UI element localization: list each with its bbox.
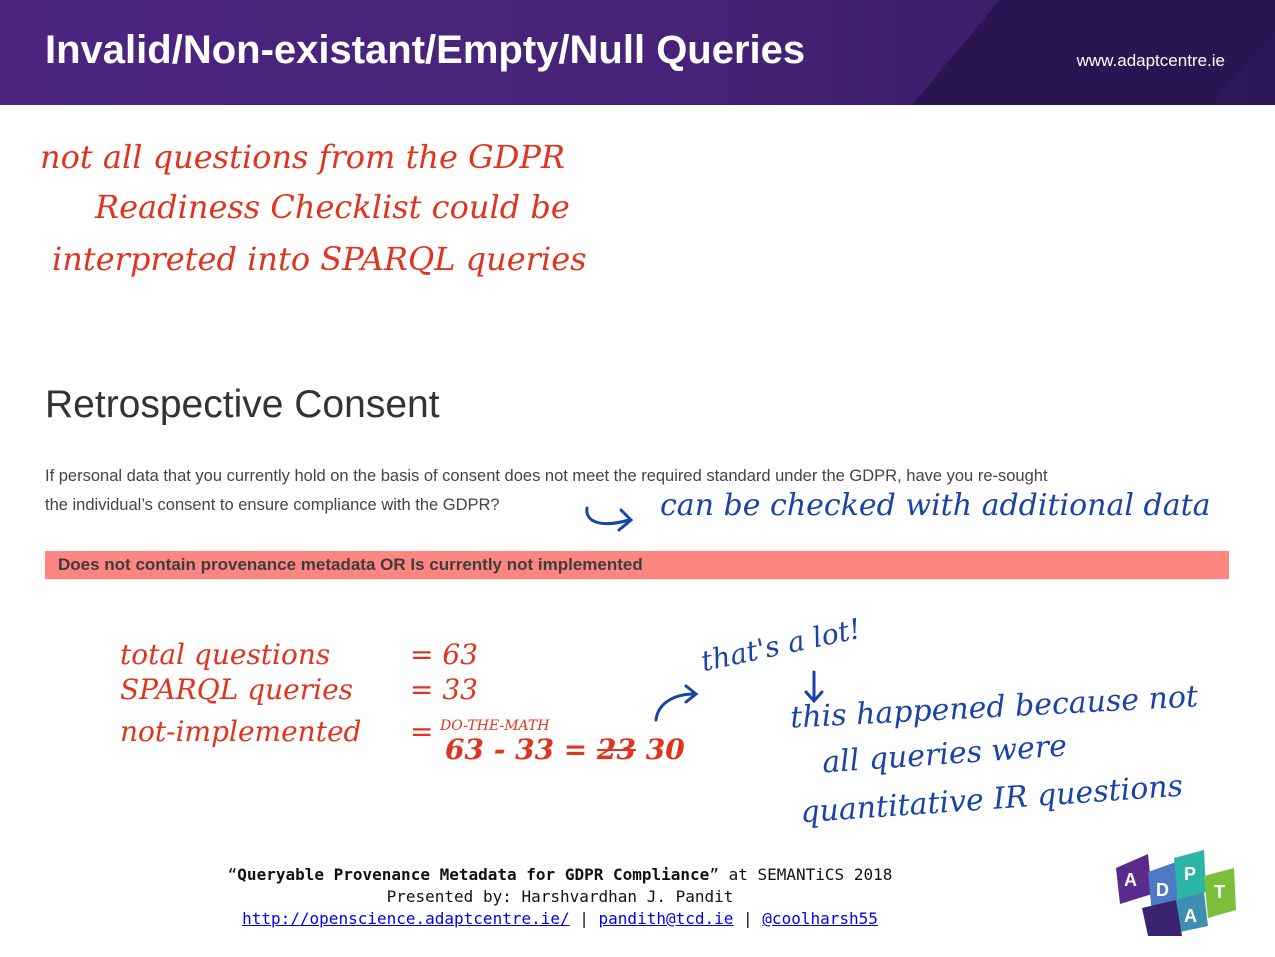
calculation: 63 - 33 = 23 30	[445, 733, 685, 766]
handwritten-note-line-1: not all questions from the GDPR	[40, 138, 565, 176]
adapt-logo: A D A P T	[1116, 850, 1236, 936]
calc-result: 30	[645, 733, 685, 766]
struck-value: 23	[597, 733, 636, 766]
logo-letter: A	[1124, 870, 1137, 890]
slide-header: Invalid/Non-existant/Empty/Null Queries …	[0, 0, 1275, 105]
slide-footer: “Queryable Provenance Metadata for GDPR …	[150, 864, 970, 930]
do-the-math-note: DO-THE-MATH	[440, 718, 550, 734]
venue: at SEMANTiCS 2018	[718, 865, 893, 884]
question-line-1: If personal data that you currently hold…	[45, 467, 1048, 485]
separator: |	[733, 909, 763, 928]
handwritten-note-line-2: Readiness Checklist could be	[95, 188, 570, 226]
blue-note-line-1: this happened because not	[789, 679, 1199, 736]
curved-arrow-icon	[654, 684, 699, 722]
handwritten-annotation: can be checked with additional data	[660, 488, 1211, 523]
total-questions-value: = 63	[410, 638, 478, 671]
thats-a-lot-note: that's a lot!	[698, 612, 864, 678]
status-bar: Does not contain provenance metadata OR …	[45, 551, 1229, 580]
calc-expression: 63 - 33 =	[445, 733, 588, 766]
project-link[interactable]: http://openscience.adaptcentre.ie/	[242, 909, 570, 928]
footer-links: http://openscience.adaptcentre.ie/ | pan…	[150, 908, 970, 930]
site-url: www.adaptcentre.ie	[1076, 51, 1225, 70]
logo-letter: A	[1184, 906, 1197, 926]
email-link[interactable]: pandith@tcd.ie	[598, 909, 734, 928]
logo-letter: T	[1214, 882, 1225, 902]
sparql-queries-label: SPARQL queries	[120, 673, 354, 706]
checklist-question: If personal data that you currently hold…	[45, 462, 1235, 520]
logo-letter: P	[1184, 864, 1196, 884]
question-line-2: the individual’s consent to ensure compl…	[45, 496, 500, 514]
not-implemented-label: not-implemented	[120, 715, 362, 748]
separator: |	[569, 909, 599, 928]
twitter-link[interactable]: @coolharsh55	[762, 909, 878, 928]
sparql-queries-value: = 33	[410, 673, 478, 706]
section-title: Retrospective Consent	[45, 383, 440, 426]
footer-citation: “Queryable Provenance Metadata for GDPR …	[150, 864, 970, 886]
curved-arrow-icon	[585, 506, 634, 532]
status-text: Does not contain provenance metadata OR …	[58, 555, 643, 574]
quote-open: “	[227, 865, 238, 884]
handwritten-note-line-3: interpreted into SPARQL queries	[52, 240, 587, 278]
blue-note-line-2: all queries were	[821, 728, 1068, 781]
paper-title: Queryable Provenance Metadata for GDPR C…	[237, 865, 710, 884]
total-questions-label: total questions	[120, 638, 331, 671]
slide-title: Invalid/Non-existant/Empty/Null Queries	[45, 28, 806, 72]
not-implemented-equals: =	[410, 715, 434, 748]
down-arrow-icon	[804, 670, 824, 704]
quote-close: ”	[709, 865, 719, 884]
logo-letter: D	[1156, 880, 1169, 900]
presenter: Presented by: Harshvardhan J. Pandit	[386, 887, 734, 906]
